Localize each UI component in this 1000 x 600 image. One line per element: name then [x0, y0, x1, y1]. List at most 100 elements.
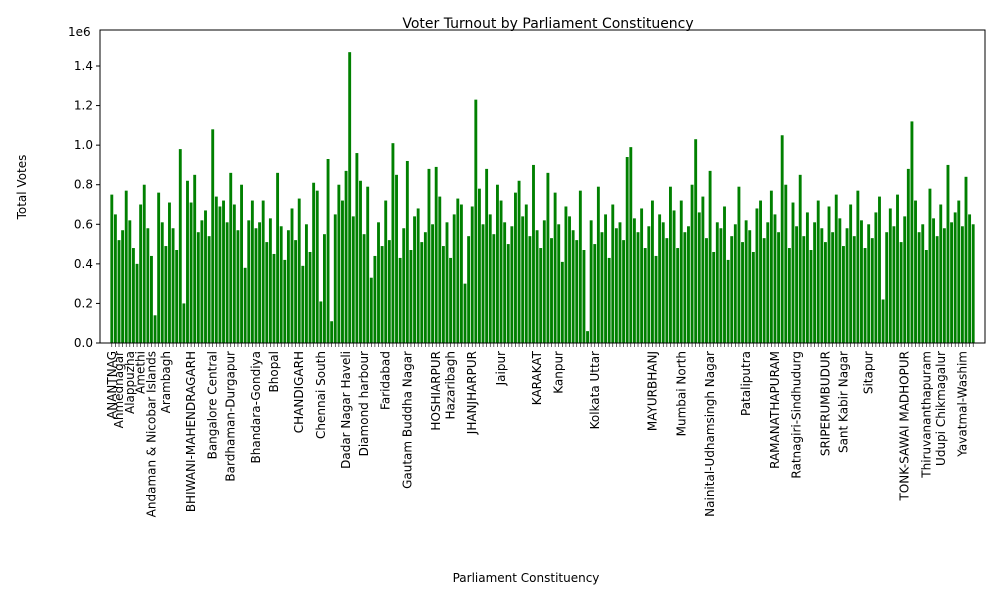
y-tick-label: 0.2: [74, 296, 93, 310]
bar: [733, 224, 737, 343]
bar: [694, 139, 698, 343]
bar: [604, 214, 608, 343]
bar: [413, 216, 416, 343]
bar: [142, 184, 146, 343]
bar: [849, 204, 853, 343]
bar: [380, 246, 384, 343]
bar: [243, 267, 247, 343]
bar: [204, 210, 207, 343]
bar: [726, 259, 730, 343]
bar: [791, 202, 795, 343]
bar: [261, 200, 265, 343]
bar: [730, 236, 734, 343]
bar: [647, 226, 651, 343]
bar: [333, 214, 337, 343]
bar: [878, 196, 881, 343]
y-tick-label: 0.8: [74, 178, 93, 192]
bar: [139, 204, 143, 343]
bar: [802, 236, 806, 343]
bar: [474, 99, 478, 343]
x-tick-label: Faridabad: [379, 351, 393, 410]
bar: [661, 222, 665, 343]
bar: [845, 228, 849, 343]
bar: [373, 255, 377, 343]
bar: [463, 283, 467, 343]
x-tick-label: Nainital-Udhamsingh Nagar: [703, 351, 717, 517]
bar: [438, 196, 442, 343]
bar: [773, 214, 777, 343]
x-tick-label: TONK-SAWAI MADHOPUR: [898, 351, 912, 501]
bar: [596, 186, 600, 343]
bar: [445, 222, 449, 343]
x-tick-label: Bhandara-Gondiya: [249, 351, 263, 463]
bar: [571, 230, 575, 343]
x-tick-label: Sant Kabir Nagar: [836, 351, 850, 453]
x-tick-label: ANANTNAG: [105, 351, 119, 419]
bar: [344, 170, 348, 343]
bar: [701, 196, 705, 343]
bar: [272, 253, 276, 343]
bar: [330, 321, 334, 343]
bar: [496, 184, 499, 343]
bar: [665, 238, 669, 343]
bar: [456, 198, 460, 343]
bar: [705, 238, 708, 343]
bar: [906, 168, 910, 343]
x-tick-label: Bhopal: [267, 351, 281, 392]
bar: [535, 230, 539, 343]
bar: [351, 216, 355, 343]
bar: [759, 200, 762, 343]
bar: [719, 228, 723, 343]
bar: [546, 172, 550, 343]
bar: [960, 226, 964, 343]
x-tick-label: Diamond harbour: [357, 351, 371, 456]
bar: [589, 220, 593, 343]
bar: [423, 232, 427, 343]
x-tick-label: CHANDIGARH: [292, 351, 306, 433]
axes-frame: [99, 29, 986, 344]
x-tick-label: BHIWANI-MAHENDRAGARH: [184, 351, 198, 512]
bar: [939, 204, 943, 343]
bar: [384, 200, 388, 343]
bar: [503, 222, 507, 343]
x-tick-label: Pataliputra: [739, 351, 753, 416]
y-tick-label: 0.0: [74, 336, 93, 350]
bar: [341, 200, 344, 343]
bar: [787, 248, 791, 343]
bar: [193, 174, 197, 343]
bar: [834, 194, 838, 343]
bar: [405, 160, 409, 343]
bar: [319, 301, 323, 343]
bar: [744, 220, 748, 343]
bar: [553, 192, 557, 343]
bar: [452, 214, 456, 343]
bar: [838, 218, 842, 343]
bar: [189, 202, 193, 343]
bar: [434, 166, 438, 343]
bar: [171, 228, 175, 343]
bar: [229, 172, 233, 343]
bar: [395, 174, 398, 343]
bar: [899, 242, 903, 343]
bar: [831, 232, 835, 343]
bar: [276, 172, 280, 343]
bar: [950, 222, 954, 343]
x-tick-label: RAMANATHAPURAM: [768, 351, 782, 469]
bar: [290, 208, 294, 343]
y-tick-label: 0.4: [74, 257, 93, 271]
bar: [870, 238, 874, 343]
x-tick-label: Sitapur: [862, 351, 876, 394]
bar: [337, 184, 341, 343]
bar: [153, 315, 157, 343]
bar: [294, 240, 298, 343]
bar: [896, 194, 899, 343]
y-tick-label: 1.0: [74, 138, 93, 152]
bar: [128, 220, 132, 343]
bar: [568, 216, 571, 343]
x-tick-label: SRIPERUMBUDUR: [818, 351, 832, 456]
bar: [935, 236, 939, 343]
bar: [315, 190, 319, 343]
bar: [611, 204, 615, 343]
x-tick-label: Dadar Nagar Haveli: [339, 351, 353, 469]
bar: [867, 224, 871, 343]
